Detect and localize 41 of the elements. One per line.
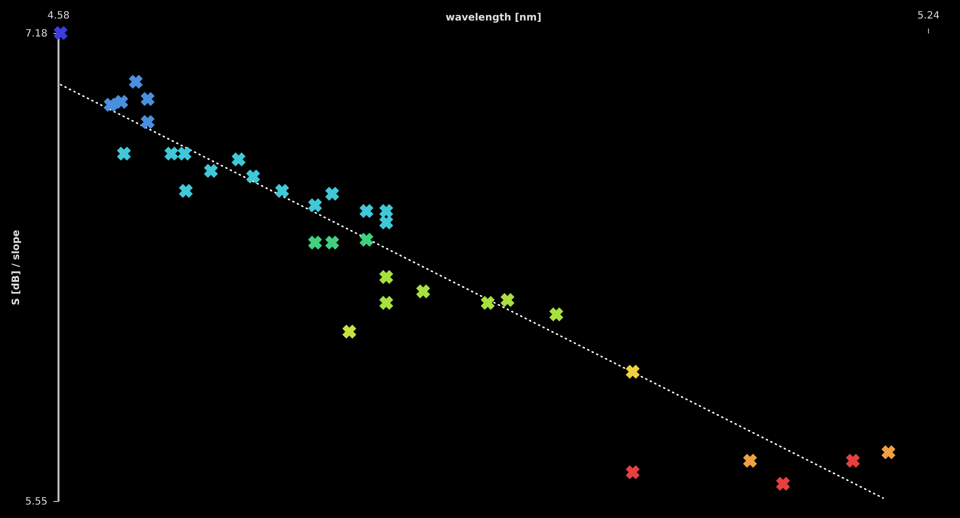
point [232,152,246,166]
x-tick-label: 4.58 [47,10,70,22]
point [54,26,68,40]
point [275,184,290,198]
point [140,115,155,130]
point [480,296,495,310]
point [128,74,143,89]
point [379,296,394,310]
point [881,445,896,460]
point [379,270,394,284]
point [116,146,131,161]
point [164,146,178,161]
point [114,94,128,109]
point [846,454,860,468]
point [500,293,514,308]
point [359,232,374,247]
point [140,92,155,106]
point [379,204,394,218]
point [776,476,790,491]
point [626,465,640,480]
point [379,215,394,230]
point [178,184,193,198]
point [359,204,374,218]
point [204,164,218,178]
y-tick-label: 5.55 [25,496,48,508]
point [549,307,564,322]
point [308,236,322,250]
y-tick-label: 7.18 [25,28,48,40]
point [325,236,340,250]
point [325,186,340,201]
x-tick-label: 5.24 [917,10,940,22]
point [308,198,322,212]
point [104,98,118,112]
x-axis-title: wavelength [nm] [446,12,542,24]
point [178,146,192,161]
point [416,284,430,298]
point [626,364,640,379]
point [342,324,356,339]
point [246,170,260,184]
y-axis-title: S [dB] / slope [11,230,22,306]
point [743,454,758,468]
